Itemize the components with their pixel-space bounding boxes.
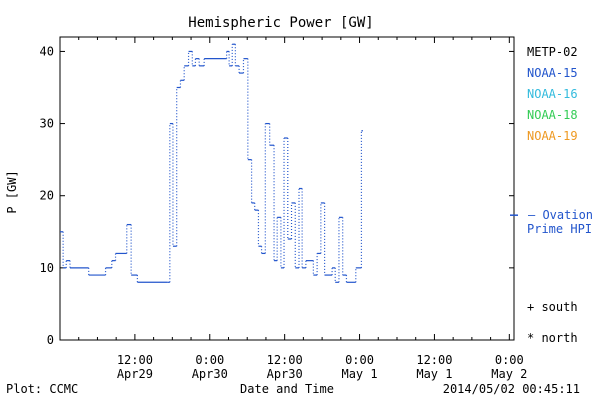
legend-item: NOAA-15 bbox=[527, 66, 578, 80]
south-marker-label: + south bbox=[527, 300, 578, 314]
x-tick-time-label: 0:00 bbox=[345, 353, 374, 367]
north-marker-label: * north bbox=[527, 331, 578, 345]
x-tick-time-label: 0:00 bbox=[195, 353, 224, 367]
x-tick-date-label: May 1 bbox=[416, 367, 452, 381]
legend-item: NOAA-19 bbox=[527, 129, 578, 143]
x-tick-date-label: May 1 bbox=[341, 367, 377, 381]
x-tick-time-label: 12:00 bbox=[416, 353, 452, 367]
chart-title: Hemispheric Power [GW] bbox=[188, 15, 373, 31]
x-tick-date-label: Apr30 bbox=[192, 367, 228, 381]
x-tick-date-label: Apr29 bbox=[117, 367, 153, 381]
plot-credit: Plot: CCMC bbox=[6, 382, 78, 396]
y-tick-label: 30 bbox=[40, 117, 54, 131]
x-tick-date-label: May 2 bbox=[491, 367, 527, 381]
timestamp: 2014/05/02 00:45:11 bbox=[443, 382, 580, 396]
y-tick-label: 0 bbox=[47, 333, 54, 347]
x-axis-label: Date and Time bbox=[240, 382, 334, 396]
y-axis-label: P [GW] bbox=[5, 170, 19, 213]
y-tick-label: 40 bbox=[40, 44, 54, 58]
series-layer bbox=[60, 43, 518, 283]
legend-item: NOAA-16 bbox=[527, 87, 578, 101]
plot-area-frame bbox=[59, 36, 515, 341]
x-tick-time-label: 12:00 bbox=[267, 353, 303, 367]
y-tick-label: 20 bbox=[40, 189, 54, 203]
x-tick-time-label: 12:00 bbox=[117, 353, 153, 367]
x-tick-date-label: Apr30 bbox=[267, 367, 303, 381]
ovation-label-line2: Prime HPI bbox=[527, 222, 592, 236]
legend: METP-02 NOAA-15 NOAA-16 NOAA-18 NOAA-19 bbox=[527, 45, 578, 143]
x-tick-time-label: 0:00 bbox=[495, 353, 524, 367]
series-noaa-15 bbox=[60, 43, 363, 283]
ovation-label-line1: — Ovation bbox=[528, 208, 593, 222]
y-axis-ticks: 0 10 20 30 40 bbox=[40, 44, 514, 347]
legend-item: METP-02 bbox=[527, 45, 578, 59]
y-tick-label: 10 bbox=[40, 261, 54, 275]
legend-item: NOAA-18 bbox=[527, 108, 578, 122]
